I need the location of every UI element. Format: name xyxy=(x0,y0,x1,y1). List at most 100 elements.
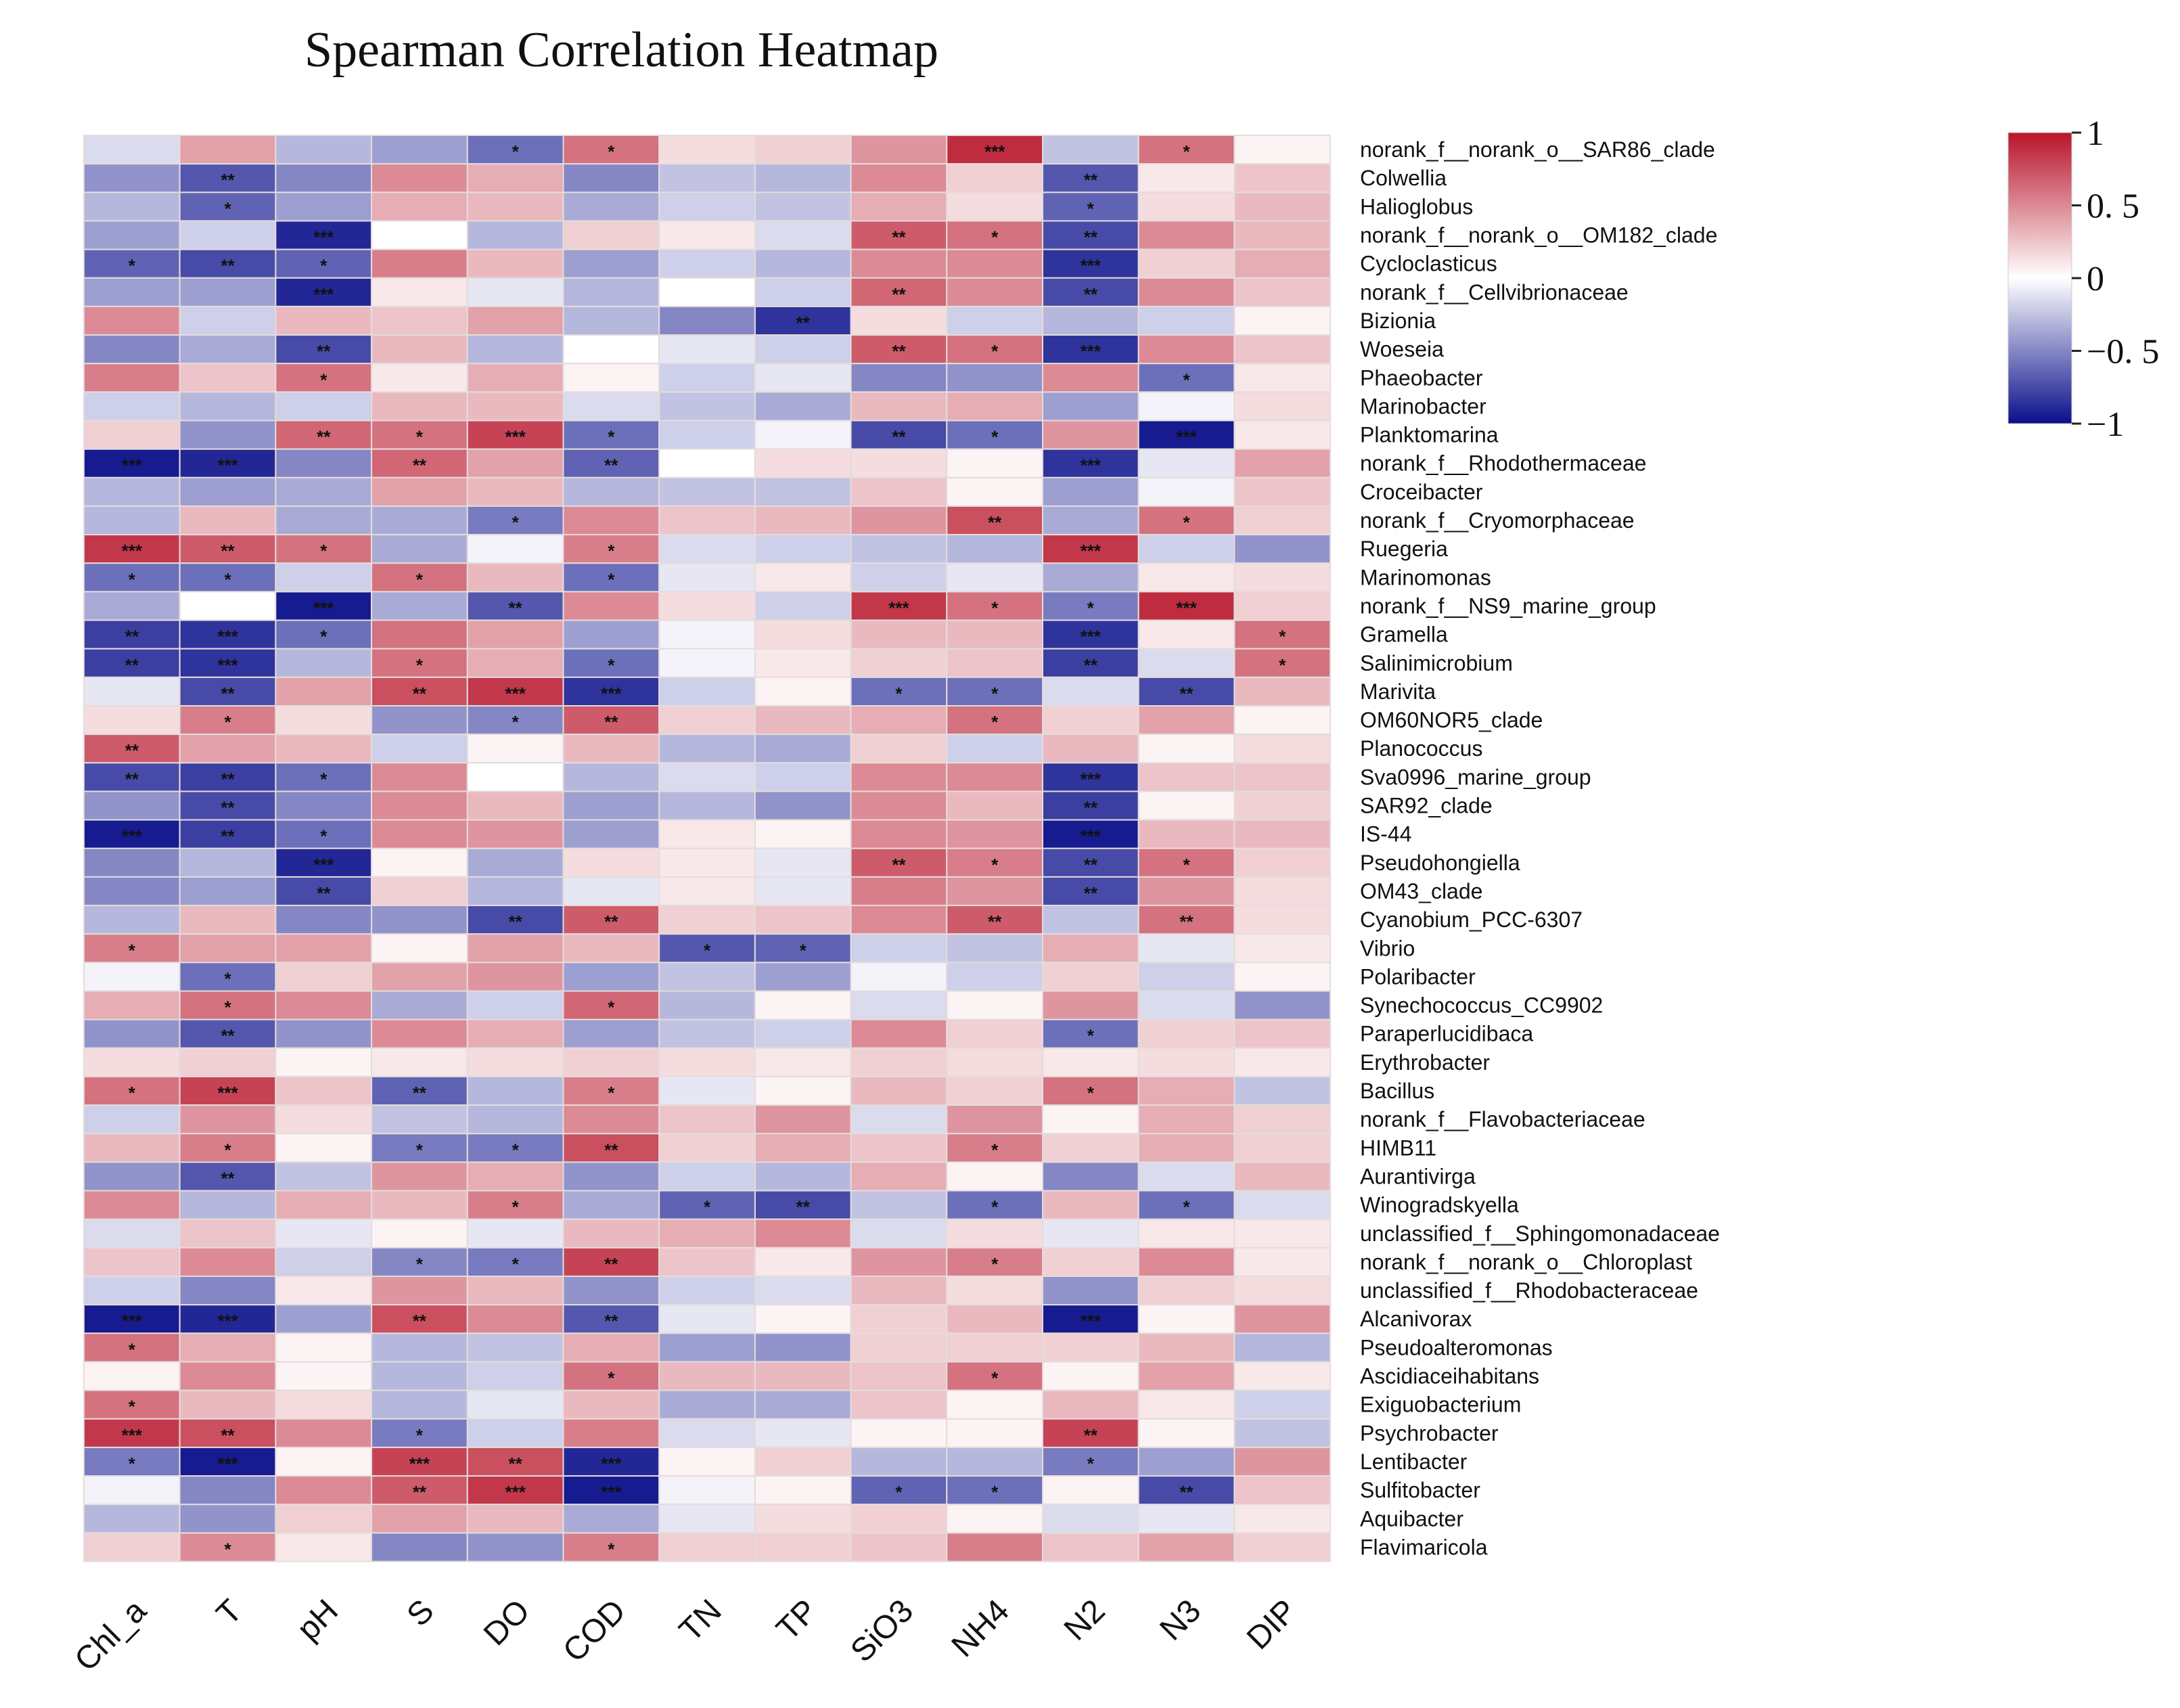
heatmap-cell xyxy=(83,734,181,764)
heatmap-cell xyxy=(275,1276,373,1306)
heatmap-cell xyxy=(83,1047,181,1077)
row-label: Sulfitobacter xyxy=(1360,1478,1480,1502)
heatmap-cell xyxy=(371,648,468,678)
heatmap-cell xyxy=(754,391,852,422)
significance-marker: * xyxy=(895,1482,903,1502)
significance-marker: * xyxy=(608,1539,615,1559)
heatmap-cell xyxy=(658,1389,756,1420)
heatmap-cell xyxy=(754,334,852,365)
heatmap-cell xyxy=(562,1532,660,1563)
heatmap-cell xyxy=(850,1161,948,1192)
heatmap-cell xyxy=(1042,1446,1139,1477)
heatmap-cell xyxy=(658,591,756,621)
heatmap-cell xyxy=(1233,1018,1332,1049)
heatmap-cell xyxy=(466,876,564,907)
heatmap-cell xyxy=(83,192,181,222)
heatmap-cell xyxy=(275,1018,373,1049)
significance-marker: *** xyxy=(984,141,1005,162)
significance-marker: *** xyxy=(1081,256,1102,276)
heatmap-cell xyxy=(179,135,277,165)
heatmap-cell xyxy=(1233,1047,1332,1077)
heatmap-cell xyxy=(850,1190,948,1220)
significance-marker: *** xyxy=(1081,826,1102,847)
heatmap-cell xyxy=(466,905,564,935)
heatmap-cell xyxy=(658,1047,756,1077)
heatmap-cell xyxy=(658,819,756,849)
heatmap-cell xyxy=(850,591,948,621)
colorbar-tick-label: 0 xyxy=(2087,260,2104,298)
heatmap-cell xyxy=(466,448,564,478)
heatmap-cell xyxy=(179,1475,277,1506)
column-label: SiO3 xyxy=(844,1593,920,1669)
heatmap-cell xyxy=(1137,762,1235,792)
significance-marker: * xyxy=(416,1254,424,1274)
significance-marker: ** xyxy=(125,769,139,789)
heatmap-cell xyxy=(850,1532,948,1563)
significance-marker: * xyxy=(224,1539,231,1559)
heatmap-cell xyxy=(658,1075,756,1106)
colorbar-tick-label: 0. 5 xyxy=(2087,187,2139,226)
heatmap-cell xyxy=(754,220,852,250)
significance-marker: ** xyxy=(1084,284,1098,305)
heatmap-cell xyxy=(1233,1104,1332,1135)
heatmap-cell xyxy=(1042,790,1139,821)
heatmap-cell xyxy=(562,734,660,764)
heatmap-cell xyxy=(1137,1075,1235,1106)
heatmap-cell xyxy=(1233,905,1332,935)
heatmap-cell xyxy=(754,163,852,194)
significance-marker: *** xyxy=(217,455,238,476)
significance-marker: ** xyxy=(1084,855,1098,875)
heatmap-cell xyxy=(946,676,1044,706)
heatmap-cell xyxy=(179,1276,277,1306)
heatmap-cell xyxy=(83,1332,181,1363)
heatmap-cell xyxy=(1042,192,1139,222)
heatmap-cell xyxy=(850,448,948,478)
significance-marker: ** xyxy=(413,1482,427,1502)
heatmap-cell xyxy=(562,819,660,849)
heatmap-cell xyxy=(754,648,852,678)
heatmap-cell xyxy=(83,1504,181,1534)
heatmap-cell xyxy=(1233,1304,1332,1334)
heatmap-cell xyxy=(466,1133,564,1163)
significance-marker: ** xyxy=(1179,1482,1194,1502)
significance-marker: *** xyxy=(1081,541,1102,561)
row-label: norank_f__norank_o__Chloroplast xyxy=(1360,1250,1692,1274)
heatmap-cell xyxy=(1042,135,1139,165)
significance-marker: ** xyxy=(988,512,1002,533)
colorbar-tick-label: 1 xyxy=(2087,114,2104,153)
row-label: Synechococcus_CC9902 xyxy=(1360,993,1603,1018)
heatmap-cell xyxy=(1233,562,1332,593)
heatmap-cell xyxy=(754,1104,852,1135)
heatmap-cell xyxy=(658,876,756,907)
heatmap-cell xyxy=(466,420,564,450)
heatmap-cell xyxy=(371,391,468,422)
significance-marker: *** xyxy=(1081,1311,1102,1331)
heatmap-cell xyxy=(850,248,948,279)
heatmap-cell xyxy=(1137,1332,1235,1363)
heatmap-cell xyxy=(754,591,852,621)
heatmap-cell xyxy=(946,192,1044,222)
significance-marker: *** xyxy=(122,826,143,847)
significance-marker: ** xyxy=(509,912,523,932)
heatmap-cell xyxy=(1137,1276,1235,1306)
heatmap-cell xyxy=(946,391,1044,422)
heatmap-cell xyxy=(371,1133,468,1163)
heatmap-cell xyxy=(466,1475,564,1506)
significance-marker: *** xyxy=(217,1083,238,1103)
significance-marker: ** xyxy=(221,1425,235,1445)
heatmap-cell xyxy=(1042,1504,1139,1534)
heatmap-cell xyxy=(562,305,660,336)
heatmap-cell xyxy=(83,990,181,1020)
significance-marker: ** xyxy=(125,740,139,761)
heatmap-cell xyxy=(946,1190,1044,1220)
heatmap-cell xyxy=(1233,220,1332,250)
significance-marker: * xyxy=(416,655,424,675)
significance-marker: ** xyxy=(221,826,235,847)
heatmap-cell xyxy=(1233,1361,1332,1391)
heatmap-cell xyxy=(275,476,373,507)
heatmap-cell xyxy=(371,1190,468,1220)
row-label: Marivita xyxy=(1360,679,1436,704)
heatmap-cell xyxy=(466,248,564,279)
heatmap-cell xyxy=(371,1047,468,1077)
heatmap-cell xyxy=(562,705,660,736)
